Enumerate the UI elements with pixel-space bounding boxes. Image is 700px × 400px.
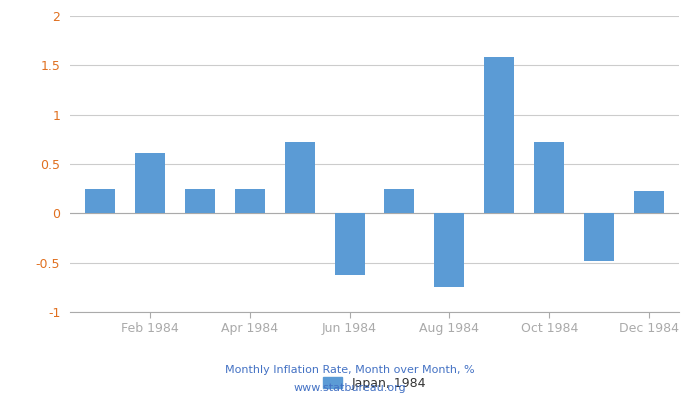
Text: Monthly Inflation Rate, Month over Month, %: Monthly Inflation Rate, Month over Month… xyxy=(225,365,475,375)
Bar xyxy=(185,189,215,213)
Bar xyxy=(384,189,414,213)
Bar xyxy=(634,191,664,213)
Bar xyxy=(484,58,514,213)
Bar xyxy=(234,189,265,213)
Bar xyxy=(135,153,164,213)
Legend: Japan, 1984: Japan, 1984 xyxy=(318,372,431,394)
Text: www.statbureau.org: www.statbureau.org xyxy=(294,383,406,393)
Bar xyxy=(335,213,365,274)
Bar xyxy=(285,142,314,213)
Bar xyxy=(85,189,115,213)
Bar xyxy=(534,142,564,213)
Bar xyxy=(435,213,464,287)
Bar xyxy=(584,213,614,261)
